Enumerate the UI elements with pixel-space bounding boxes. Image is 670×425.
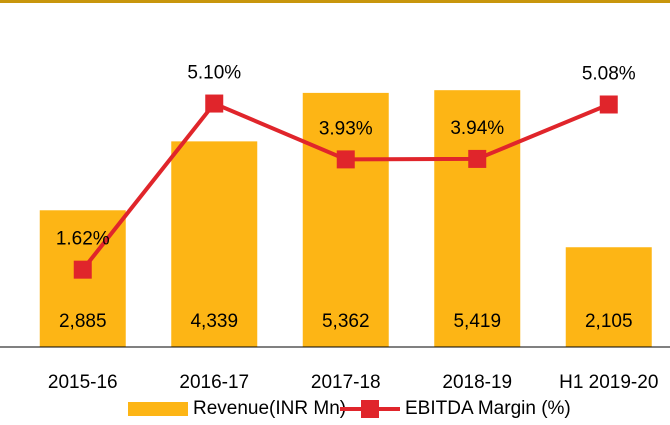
line-value-label: 3.94% (450, 118, 504, 139)
bar (171, 141, 258, 347)
legend-marker (361, 400, 379, 418)
bar-value-label: 5,419 (453, 311, 501, 332)
line-marker (205, 94, 224, 113)
line-value-label: 1.62% (56, 229, 110, 250)
bar-value-label: 2,885 (59, 311, 107, 332)
line-marker (73, 260, 92, 279)
line-marker (336, 150, 355, 169)
x-tick-label: H1 2019-20 (559, 372, 658, 393)
bar-value-label: 4,339 (190, 311, 238, 332)
bar (434, 90, 521, 347)
line-value-label: 5.10% (187, 63, 241, 84)
x-tick-label: 2015-16 (48, 372, 118, 393)
bar (565, 247, 652, 347)
bar-value-label: 5,362 (322, 311, 370, 332)
top-rule (0, 0, 670, 3)
bar (302, 92, 389, 348)
line-marker (468, 149, 487, 168)
line-value-label: 5.08% (582, 64, 636, 85)
x-tick-label: 2016-17 (179, 372, 249, 393)
x-tick-label: 2017-18 (311, 372, 381, 393)
legend-label: EBITDA Margin (%) (405, 398, 571, 419)
legend-label: Revenue(INR Mn) (193, 398, 346, 419)
legend-swatch (128, 402, 188, 416)
line-marker (599, 95, 618, 114)
line-value-label: 3.93% (319, 118, 373, 139)
x-tick-label: 2018-19 (442, 372, 512, 393)
bar-value-label: 2,105 (585, 311, 633, 332)
